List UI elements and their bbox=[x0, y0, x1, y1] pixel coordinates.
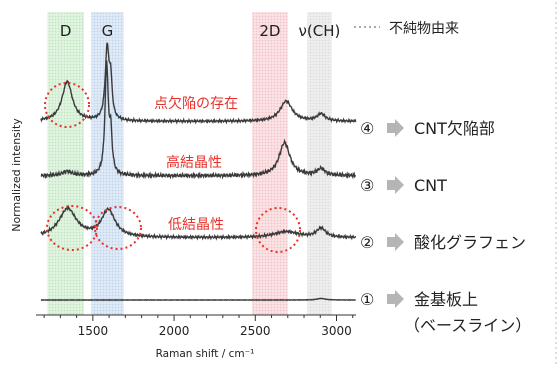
series-marker-1: ④ bbox=[360, 119, 374, 138]
impurity-legend-text: 不純物由来 bbox=[389, 21, 459, 37]
annotation-point-defect: 点欠陥の存在 bbox=[154, 95, 238, 112]
band-3 bbox=[307, 12, 331, 315]
x-tick-label: 1500 bbox=[78, 324, 109, 338]
band-label-0: D bbox=[60, 22, 72, 40]
x-tick-label: 2500 bbox=[240, 324, 271, 338]
x-axis-label: Raman shift / cm⁻¹ bbox=[156, 348, 255, 360]
series-name-4: 金基板上 bbox=[414, 290, 478, 309]
series-name-3: 酸化グラフェン bbox=[414, 233, 526, 252]
y-axis-label: Normalized intensity bbox=[10, 118, 23, 232]
arrow-icon bbox=[387, 233, 404, 251]
band-label-1: G bbox=[102, 22, 114, 40]
series-marker-4: ① bbox=[360, 290, 374, 309]
band-1 bbox=[91, 12, 123, 315]
series-name-2: CNT bbox=[414, 176, 447, 195]
arrow-icon bbox=[387, 290, 404, 308]
x-tick-label: 2000 bbox=[159, 324, 190, 338]
series-name-1: CNT欠陥部 bbox=[414, 119, 495, 138]
annotation-high-crystallinity: 高結晶性 bbox=[166, 154, 222, 171]
arrow-icon bbox=[387, 176, 404, 194]
series-label-group: ④ CNT欠陥部 ③ CNT ② 酸化グラフェン ① 金基板上 （ベースライン） bbox=[360, 119, 531, 335]
band-label-3: ν(CH) bbox=[299, 22, 341, 40]
band-0 bbox=[47, 12, 84, 315]
arrow-icon bbox=[387, 119, 404, 137]
series-subtitle-4: （ベースライン） bbox=[404, 316, 531, 335]
annotation-low-crystallinity: 低結晶性 bbox=[168, 217, 224, 233]
x-tick-label: 3000 bbox=[321, 324, 352, 338]
series-marker-3: ② bbox=[360, 233, 374, 252]
band-2 bbox=[252, 12, 288, 315]
series-marker-2: ③ bbox=[360, 176, 374, 195]
x-tick-group: 1500 2000 2500 3000 bbox=[44, 315, 353, 338]
band-label-2: 2D bbox=[259, 22, 280, 40]
